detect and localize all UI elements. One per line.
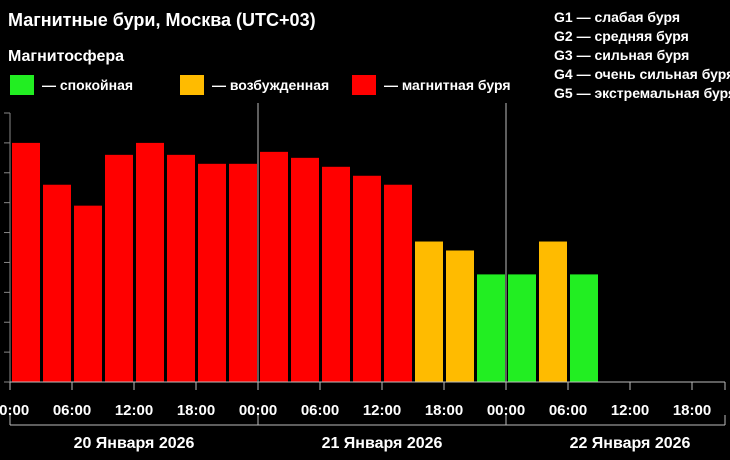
bar: [477, 274, 505, 382]
legend-label-calm: — спокойная: [42, 77, 134, 93]
x-tick-label: 06:00: [549, 402, 587, 419]
x-tick-label: 18:00: [425, 402, 463, 419]
x-tick-label: 06:00: [53, 402, 91, 419]
day-label: 21 Января 2026: [322, 435, 443, 452]
bar: [12, 142, 40, 382]
bar: [167, 154, 195, 382]
legend-label-storm: — магнитная буря: [384, 77, 511, 93]
legend-swatch-calm: [10, 75, 34, 95]
x-tick-label: 12:00: [611, 402, 649, 419]
x-tick-label: 00:00: [0, 402, 29, 419]
x-tick-label: 00:00: [239, 402, 277, 419]
bar: [570, 274, 598, 382]
bar: [415, 241, 443, 382]
x-tick-label: 12:00: [363, 402, 401, 419]
x-tick-label: 18:00: [673, 402, 711, 419]
x-tick-label: 06:00: [301, 402, 339, 419]
bar: [353, 175, 381, 382]
bar: [260, 151, 288, 382]
g-level-4: G4 — очень сильная буря: [554, 66, 730, 82]
bar: [539, 241, 567, 382]
chart-subtitle: Магнитосфера: [8, 48, 125, 65]
x-tick-label: 00:00: [487, 402, 525, 419]
bar: [105, 154, 133, 382]
legend-label-excited: — возбужденная: [212, 77, 330, 93]
g-levels-list: G1 — слабая буря G2 — средняя буря G3 — …: [554, 8, 730, 103]
legend-swatch-excited: [180, 75, 204, 95]
bar: [198, 163, 226, 382]
g-level-1: G1 — слабая буря: [554, 9, 681, 25]
bar: [229, 163, 257, 382]
bar: [446, 250, 474, 382]
g-level-2: G2 — средняя буря: [554, 28, 689, 44]
x-tick-label: 18:00: [177, 402, 215, 419]
bar: [74, 205, 102, 382]
legend-swatch-storm: [352, 75, 376, 95]
chart-title: Магнитные бури, Москва (UTC+03): [8, 10, 316, 30]
day-label: 20 Января 2026: [74, 435, 195, 452]
legend-item-storm: — магнитная буря: [352, 74, 511, 96]
g-level-5: G5 — экстремальная буря: [554, 85, 730, 101]
bar: [43, 184, 71, 382]
g-level-3: G3 — сильная буря: [554, 47, 690, 63]
bar: [322, 166, 350, 382]
bar: [508, 274, 536, 382]
legend-item-excited: — возбужденная: [180, 74, 329, 96]
x-tick-label: 12:00: [115, 402, 153, 419]
day-label: 22 Января 2026: [570, 435, 691, 452]
bar: [291, 157, 319, 382]
bar: [136, 142, 164, 382]
bar: [384, 184, 412, 382]
legend-item-calm: — спокойная: [10, 74, 133, 96]
